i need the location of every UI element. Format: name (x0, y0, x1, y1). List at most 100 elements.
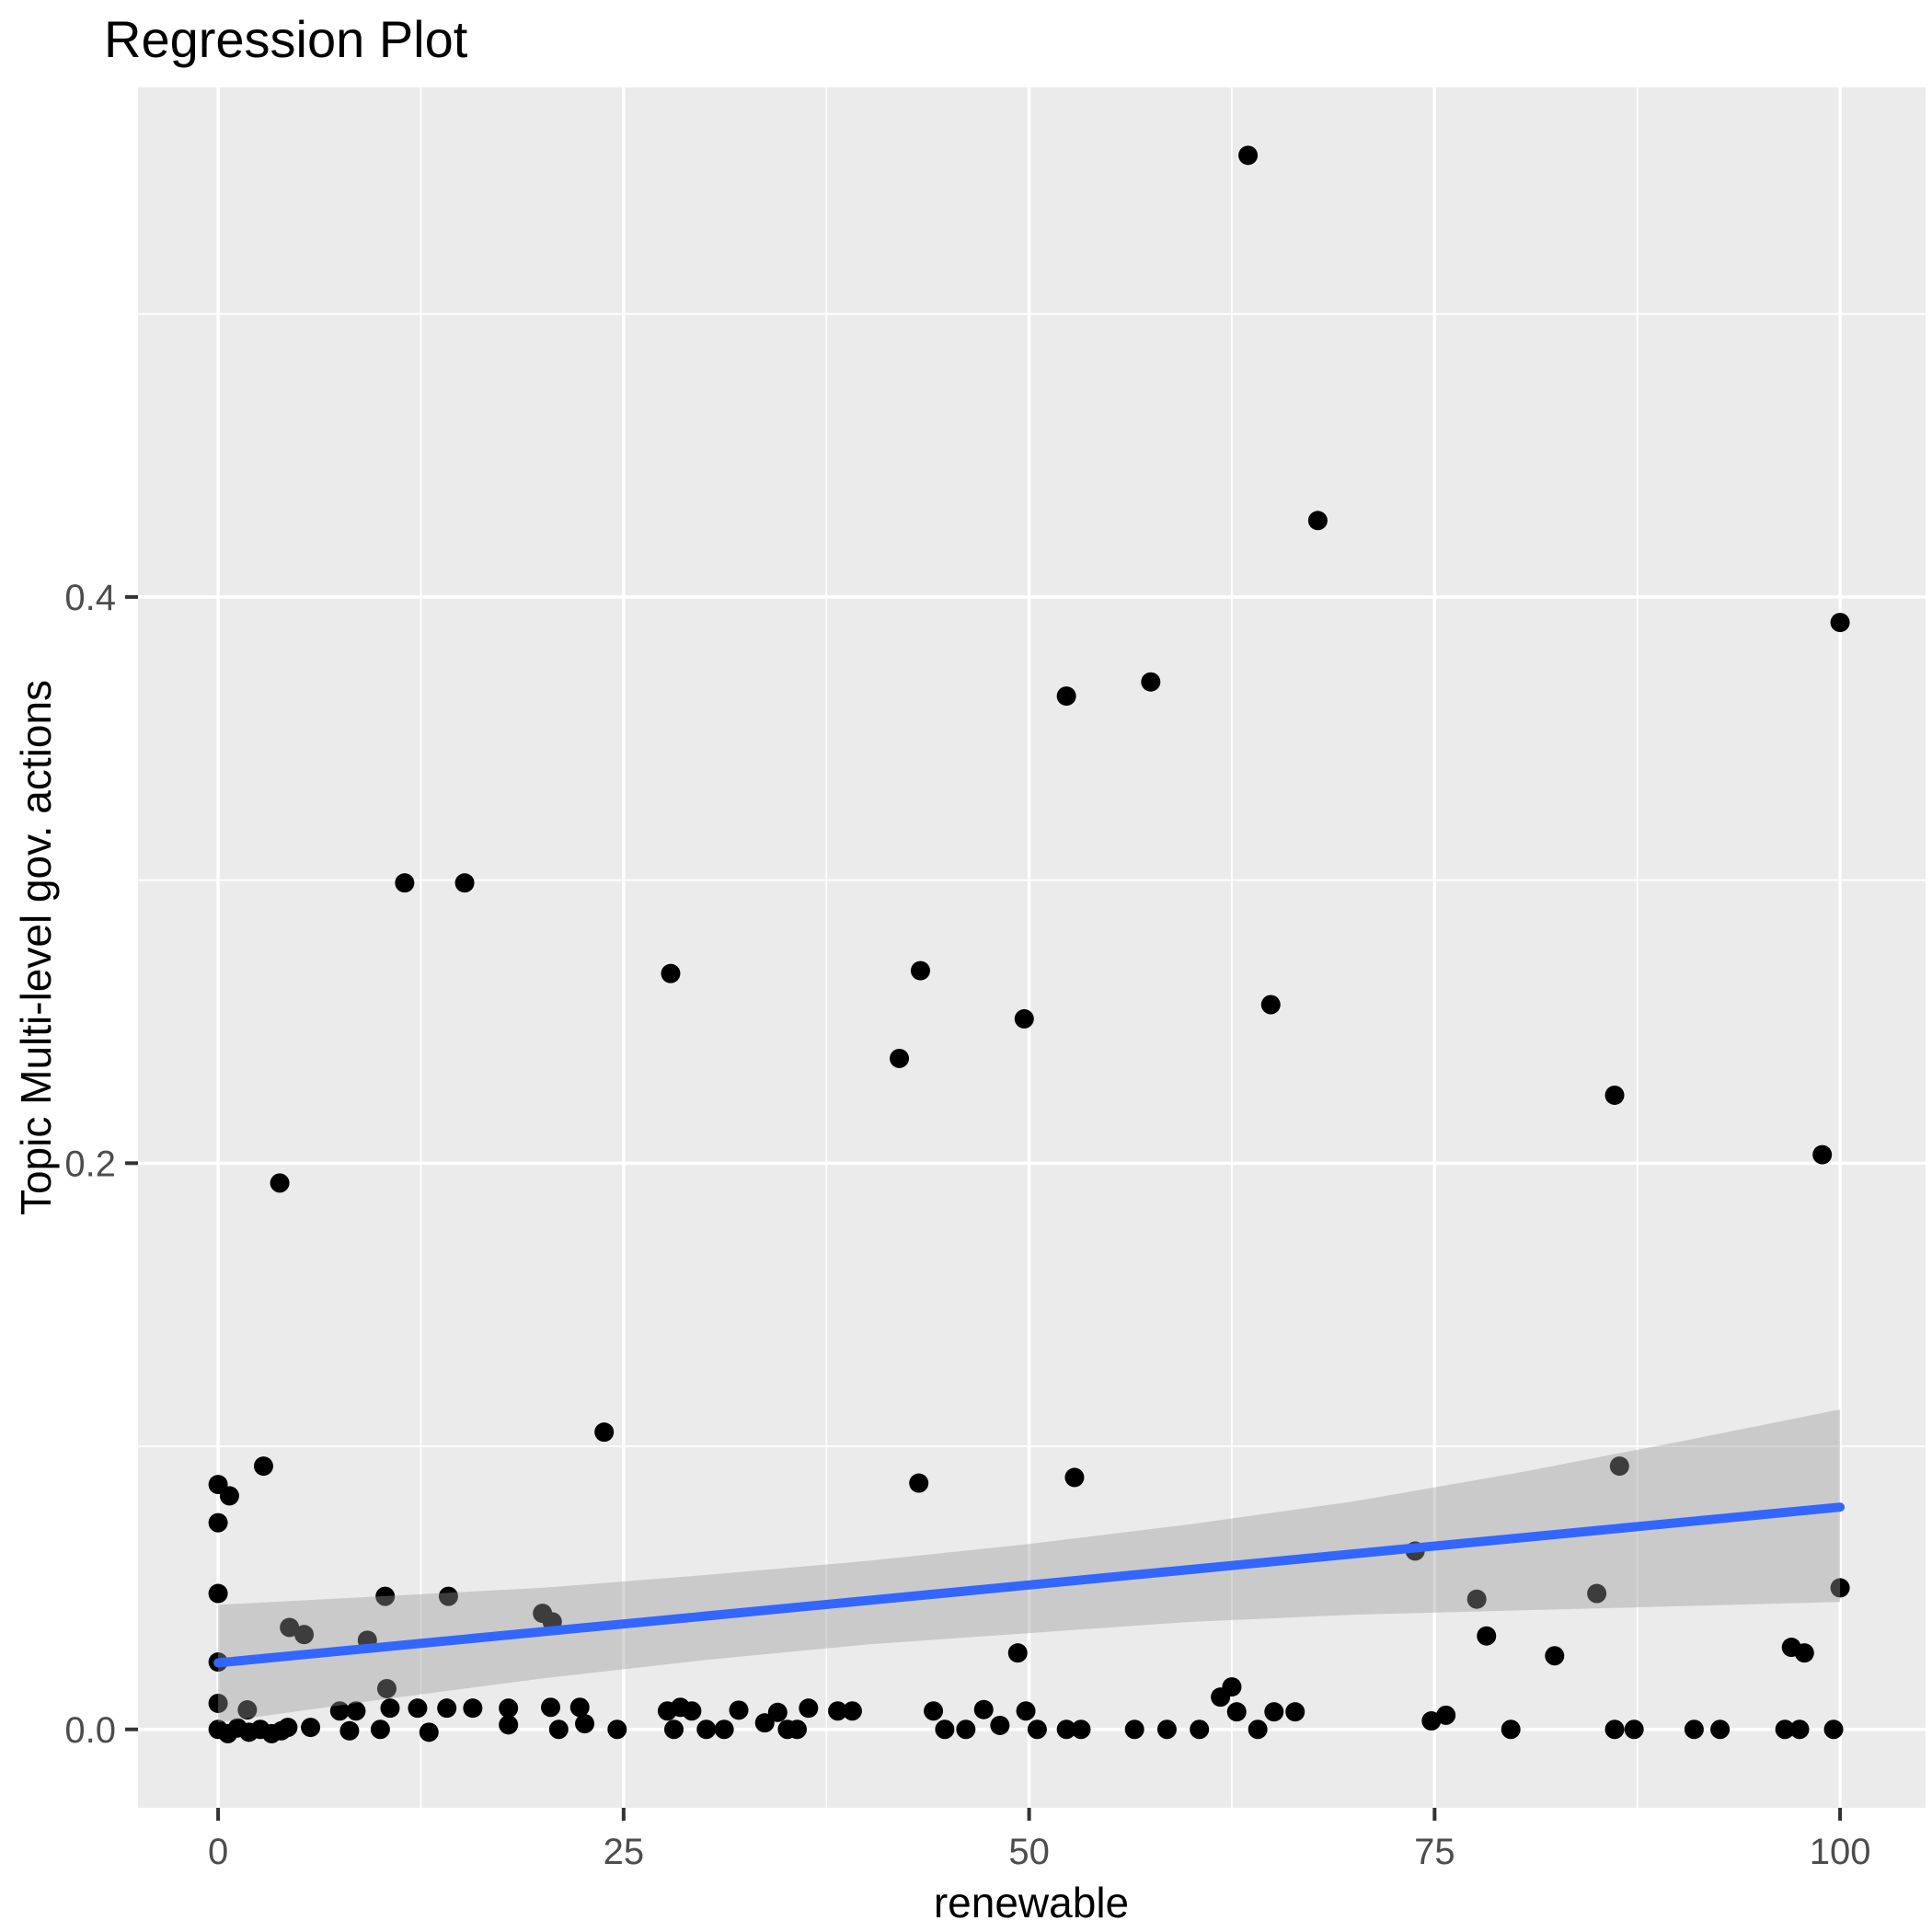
data-point (438, 1586, 458, 1606)
data-point (1007, 1643, 1028, 1663)
data-point (657, 1701, 677, 1721)
data-point (1830, 1578, 1850, 1598)
y-tick-label-0.2: 0.2 (64, 1144, 116, 1184)
x-tick-label-50: 50 (1008, 1832, 1050, 1872)
data-point (376, 1678, 397, 1698)
data-point (828, 1701, 848, 1721)
data-point (714, 1719, 734, 1740)
data-point (767, 1702, 788, 1722)
x-tick-label-25: 25 (604, 1832, 645, 1872)
data-point (329, 1701, 350, 1721)
data-point (1501, 1719, 1521, 1740)
data-point (294, 1625, 315, 1645)
data-point (380, 1698, 400, 1719)
data-point (924, 1701, 944, 1721)
data-point (1624, 1719, 1644, 1740)
data-point (1710, 1719, 1731, 1740)
y-tick-label-0.0: 0.0 (64, 1710, 116, 1751)
confidence-band (218, 1409, 1841, 1723)
data-point (682, 1701, 702, 1721)
data-point (548, 1719, 569, 1740)
data-point (754, 1713, 775, 1733)
data-point (1260, 995, 1281, 1015)
data-point (1211, 1687, 1231, 1708)
data-point (594, 1422, 615, 1443)
data-point (499, 1715, 519, 1735)
data-point (799, 1698, 819, 1719)
data-point (301, 1718, 321, 1738)
data-point (1477, 1626, 1497, 1646)
data-point (463, 1698, 483, 1719)
data-point (1064, 1467, 1085, 1488)
data-point (1823, 1719, 1844, 1740)
y-tick-label-0.4: 0.4 (64, 578, 116, 618)
data-point (1545, 1646, 1565, 1666)
data-point (1264, 1702, 1284, 1722)
x-axis-title: renewable (934, 1879, 1129, 1926)
data-point (1307, 511, 1328, 531)
data-point (1014, 1008, 1034, 1029)
data-point (787, 1719, 807, 1740)
data-point (208, 1583, 228, 1604)
data-point (237, 1700, 258, 1720)
data-point (280, 1617, 300, 1638)
data-point (1071, 1719, 1091, 1740)
data-point (1141, 672, 1161, 692)
data-point (419, 1722, 439, 1742)
data-point (990, 1715, 1010, 1735)
data-point (1190, 1719, 1210, 1740)
regression-line (213, 1502, 1846, 1668)
data-point (1285, 1702, 1305, 1722)
data-point (1775, 1719, 1795, 1740)
data-point (973, 1699, 994, 1719)
data-point (663, 1719, 684, 1740)
data-point (1466, 1589, 1487, 1609)
data-point (270, 1173, 290, 1193)
data-point (1156, 1719, 1177, 1740)
x-tick-label-0: 0 (208, 1832, 228, 1872)
data-point (1604, 1085, 1625, 1105)
data-point (1056, 1719, 1076, 1740)
data-point (1056, 686, 1076, 707)
data-point (607, 1719, 627, 1740)
data-point (729, 1700, 749, 1720)
data-point (346, 1701, 366, 1721)
data-point (1609, 1456, 1629, 1477)
data-point (956, 1719, 976, 1740)
data-point (437, 1698, 457, 1719)
data-point (271, 1720, 292, 1741)
data-point (661, 963, 681, 983)
data-point (1027, 1719, 1047, 1740)
data-point (575, 1714, 595, 1734)
data-point (1124, 1719, 1144, 1740)
data-point (408, 1698, 428, 1719)
data-point (1794, 1643, 1814, 1663)
x-tick-label-75: 75 (1414, 1832, 1455, 1872)
data-point (909, 1473, 929, 1493)
data-point (219, 1486, 239, 1506)
data-point (1604, 1719, 1625, 1740)
data-point (910, 960, 930, 981)
data-point (253, 1456, 273, 1477)
data-point (454, 873, 475, 893)
data-point (208, 1512, 228, 1533)
chart-render-layer: 0 25 50 75 100 0.0 0.2 0.4 (64, 87, 1926, 1872)
data-point (569, 1697, 590, 1718)
chart-title: Regression Plot (104, 10, 468, 68)
data-point (339, 1720, 360, 1741)
data-point (1789, 1719, 1810, 1740)
data-point (1587, 1583, 1607, 1604)
data-point (890, 1048, 910, 1068)
data-point (1436, 1705, 1456, 1725)
data-point (935, 1719, 955, 1740)
data-point (1830, 613, 1850, 633)
y-axis-title: Topic Multi-level gov. actions (12, 680, 60, 1215)
data-point (1226, 1702, 1247, 1722)
data-point (1684, 1719, 1704, 1740)
data-point (499, 1698, 519, 1719)
data-point (1016, 1701, 1036, 1721)
data-point (1238, 145, 1259, 166)
data-point (541, 1697, 561, 1718)
